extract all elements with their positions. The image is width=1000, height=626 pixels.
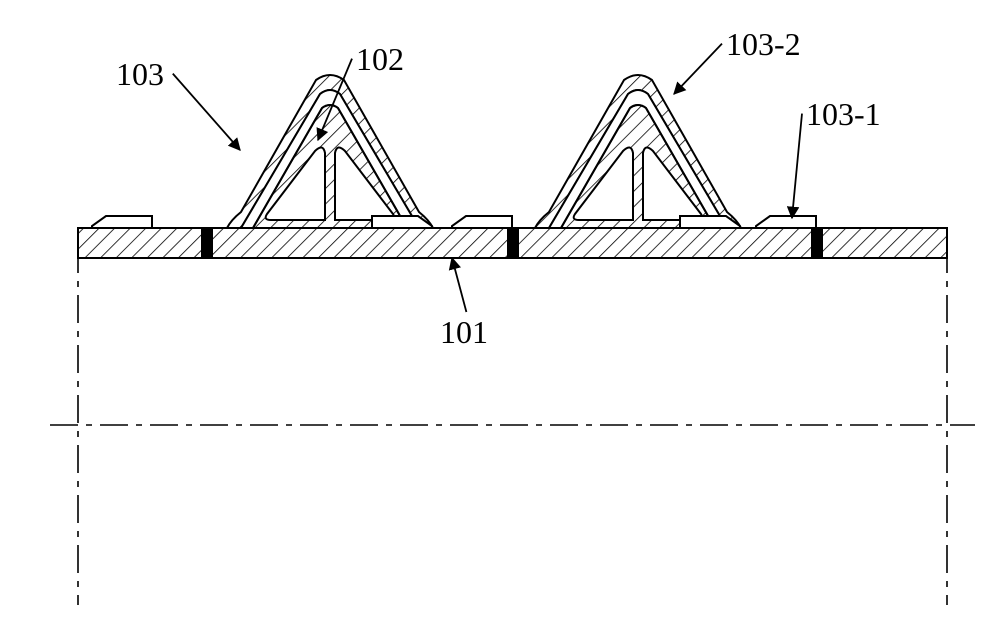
label-l103_1: 103-1	[806, 96, 881, 133]
leader-l103_1	[792, 114, 802, 218]
label-l102: 102	[356, 41, 404, 78]
deck-tab	[452, 216, 512, 228]
plug	[507, 228, 519, 258]
deck-tab	[756, 216, 816, 228]
label-l103_2: 103-2	[726, 26, 801, 63]
label-l101: 101	[440, 314, 488, 351]
plug	[201, 228, 213, 258]
leader-l101	[452, 258, 466, 312]
deck-tab	[92, 216, 152, 228]
leader-l103_2	[674, 44, 722, 94]
label-l103: 103	[116, 56, 164, 93]
plug	[811, 228, 823, 258]
leader-l103	[173, 74, 240, 150]
